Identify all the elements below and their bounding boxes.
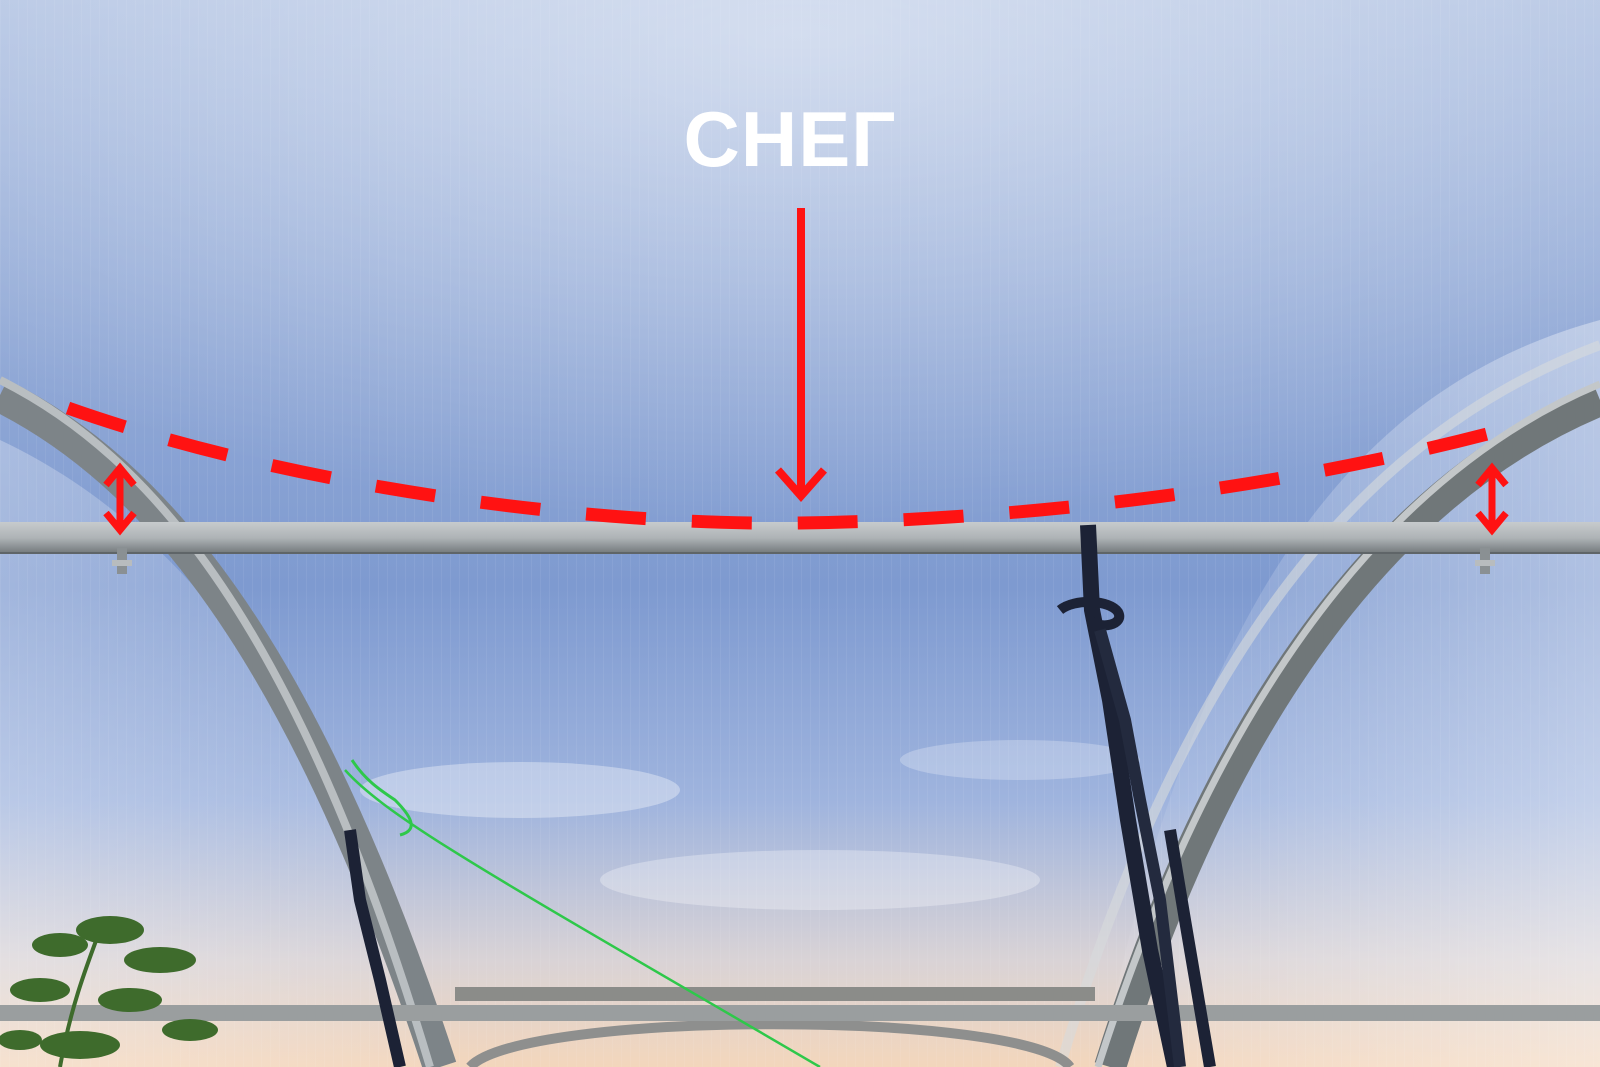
- load-arrow-head: [775, 467, 827, 503]
- green-twine: [344, 769, 821, 1067]
- strap-left: [344, 829, 406, 1067]
- right-panel-curve: [1100, 320, 1600, 1067]
- deflection-dashed-curve: [65, 401, 1512, 530]
- gap-arrow-right-top: [1475, 462, 1509, 488]
- left-panel-curve: [0, 440, 440, 1067]
- cloud-center: [600, 850, 1040, 910]
- bolt-right-head: [1475, 560, 1495, 566]
- cloud-left: [360, 762, 680, 818]
- snow-load-annotation: [65, 208, 1512, 536]
- strap-right-main: [1080, 524, 1183, 1067]
- strap-right-second: [1094, 628, 1186, 1067]
- left-arch-highlight: [0, 376, 434, 1067]
- strap-right-lower: [1164, 829, 1216, 1067]
- tomato-plant: [0, 916, 218, 1067]
- strap-right-loop: [1056, 596, 1125, 631]
- cloud-right: [900, 740, 1140, 780]
- bolt-left-head: [112, 560, 132, 566]
- gap-arrow-left-top: [103, 462, 137, 488]
- snow-label: СНЕГ: [683, 95, 897, 183]
- green-twine-knot: [350, 759, 413, 837]
- gap-arrow-right-bottom: [1475, 510, 1509, 536]
- right-arch: [1094, 385, 1600, 1067]
- far-arch: [466, 1019, 1075, 1067]
- right-arch-outer: [1055, 340, 1600, 1067]
- lower-rail: [455, 987, 1095, 1001]
- left-arch: [0, 379, 457, 1067]
- gap-arrow-left-bottom: [103, 510, 137, 536]
- lower-bar: [0, 1005, 1600, 1021]
